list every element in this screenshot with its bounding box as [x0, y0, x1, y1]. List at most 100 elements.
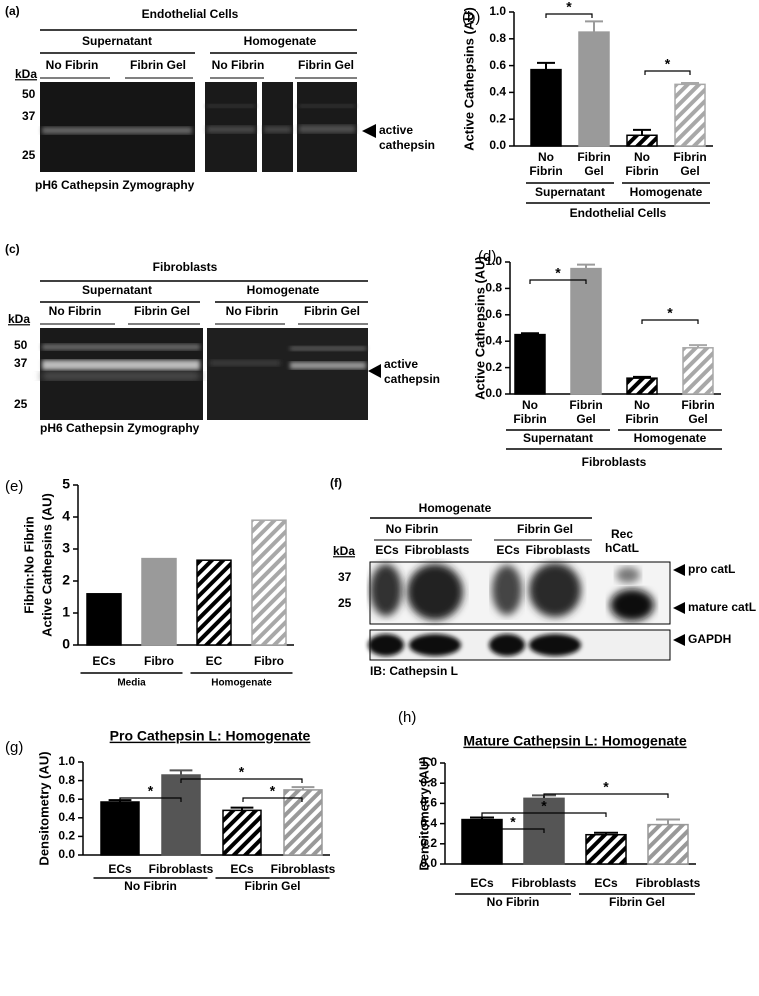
y-axis-label: Fibrin:No Fibrin	[21, 516, 36, 614]
y-tick-label: 0.8	[58, 773, 75, 787]
y-axis-label: Active Cathepsins (AU)	[39, 493, 54, 637]
bar	[141, 557, 177, 646]
x-tick-label: No Fibrin	[625, 398, 659, 426]
panel-letter: (d)	[478, 248, 496, 265]
bar	[222, 809, 262, 856]
y-tick-label: 0.2	[489, 111, 506, 125]
band-label-box: active cathepsin	[379, 123, 435, 152]
x-tick-label: ECs	[108, 862, 132, 876]
bar	[682, 347, 714, 395]
caption: pH6 Cathepsin Zymography	[35, 178, 195, 192]
marker-label: 25	[22, 148, 36, 162]
x-tick-label: Fibroblasts	[511, 876, 577, 890]
group-label: Homogenate	[247, 283, 320, 297]
x-tick-label: Fibro	[254, 654, 284, 668]
chart-title: Mature Cathepsin L: Homogenate	[463, 733, 686, 749]
significance-bracket	[543, 793, 669, 798]
arrowhead	[362, 124, 376, 138]
bar	[626, 377, 658, 395]
blot-title: Homogenate	[419, 501, 492, 515]
blot-title: Endothelial Cells	[142, 7, 239, 21]
blot-image	[368, 561, 671, 661]
panel-letter: (a)	[5, 4, 20, 18]
x-tick-label: Fibroblasts	[270, 862, 336, 876]
significance-mark: *	[541, 798, 547, 814]
significance-mark: *	[665, 56, 671, 72]
bar	[196, 559, 232, 646]
bar	[461, 818, 503, 865]
x-tick-label: ECs	[470, 876, 494, 890]
error-bar	[594, 831, 618, 835]
error-bar	[689, 344, 707, 348]
y-tick-label: 0.0	[489, 138, 506, 152]
y-tick-label: 0.8	[489, 31, 506, 45]
x-tick-label: Fibrin Gel	[569, 398, 603, 426]
condition-label: No Fibrin	[46, 58, 99, 72]
error-bar	[230, 806, 254, 811]
x-tick-label: Fibro	[144, 654, 174, 668]
significance-mark: *	[667, 305, 673, 321]
group-label: Supernatant	[82, 34, 152, 48]
condition-label: Fibrin Gel	[298, 58, 354, 72]
group-label: Supernatant	[82, 283, 152, 297]
error-bar	[169, 769, 193, 776]
y-tick-label: 0.8	[420, 775, 437, 789]
significance-bracket	[119, 797, 182, 802]
condition-label: No Fibrin	[212, 58, 265, 72]
marker-label: 50	[22, 87, 36, 101]
y-tick-label: 1	[62, 604, 70, 620]
group-label: Homogenate	[211, 678, 272, 689]
y-tick-label: 0.6	[58, 791, 75, 805]
y-tick-label: 1.0	[485, 254, 502, 268]
y-tick-label: 0.0	[58, 847, 75, 861]
group-title: Fibroblasts	[582, 455, 647, 469]
x-tick-label-box: ECs	[470, 876, 494, 890]
condition-label: Fibrin Gel	[134, 304, 190, 318]
arrowhead	[673, 634, 685, 646]
significance-bracket	[242, 797, 303, 802]
significance-mark: *	[555, 265, 561, 281]
y-tick-label: 0.4	[420, 816, 437, 830]
bar	[585, 833, 627, 865]
y-tick-label: 0.6	[420, 796, 437, 810]
y-tick-label: 2	[62, 572, 70, 588]
significance-bracket	[545, 13, 593, 18]
error-bar	[681, 82, 699, 85]
error-bar	[656, 818, 680, 825]
y-tick-label: 0.4	[485, 333, 502, 347]
bar	[161, 774, 201, 856]
group-label: Homogenate	[244, 34, 317, 48]
x-tick-label: No Fibrin	[513, 398, 547, 426]
significance-bracket	[481, 828, 545, 833]
arrowhead	[368, 364, 381, 378]
x-tick-label-box: ECs	[92, 654, 115, 668]
y-tick-label: 0.6	[485, 307, 502, 321]
significance-mark: *	[510, 814, 516, 830]
x-tick-label: ECs	[594, 876, 618, 890]
x-tick-label: Fibroblasts	[148, 862, 214, 876]
band-label: mature catL	[688, 600, 756, 614]
y-tick-label: 1.0	[58, 754, 75, 768]
error-bar	[633, 128, 651, 136]
y-axis-label: Active Cathepsins (AU)	[472, 256, 487, 400]
bar	[578, 31, 610, 147]
caption: pH6 Cathepsin Zymography	[40, 421, 200, 435]
x-tick-label-box: No Fibrin	[529, 150, 562, 178]
group-label: Media	[117, 678, 146, 689]
significance-mark: *	[270, 783, 276, 799]
group-label: No Fibrin	[487, 895, 540, 909]
significance-mark: *	[148, 783, 154, 799]
group-label: Fibrin Gel	[244, 879, 300, 893]
y-tick-label: 0.2	[485, 360, 502, 374]
significance-mark: *	[603, 779, 609, 795]
x-tick-label-box: Fibroblasts	[270, 862, 336, 876]
x-tick-label: ECs	[230, 862, 254, 876]
y-tick-label: 1.0	[420, 755, 437, 769]
group-label: Supernatant	[535, 185, 605, 199]
y-axis-label: Densitometry (AU)	[36, 751, 51, 865]
error-bar	[521, 332, 539, 335]
x-tick-label: EC	[205, 654, 223, 668]
y-tick-label: 4	[62, 508, 70, 524]
bar	[251, 519, 287, 646]
